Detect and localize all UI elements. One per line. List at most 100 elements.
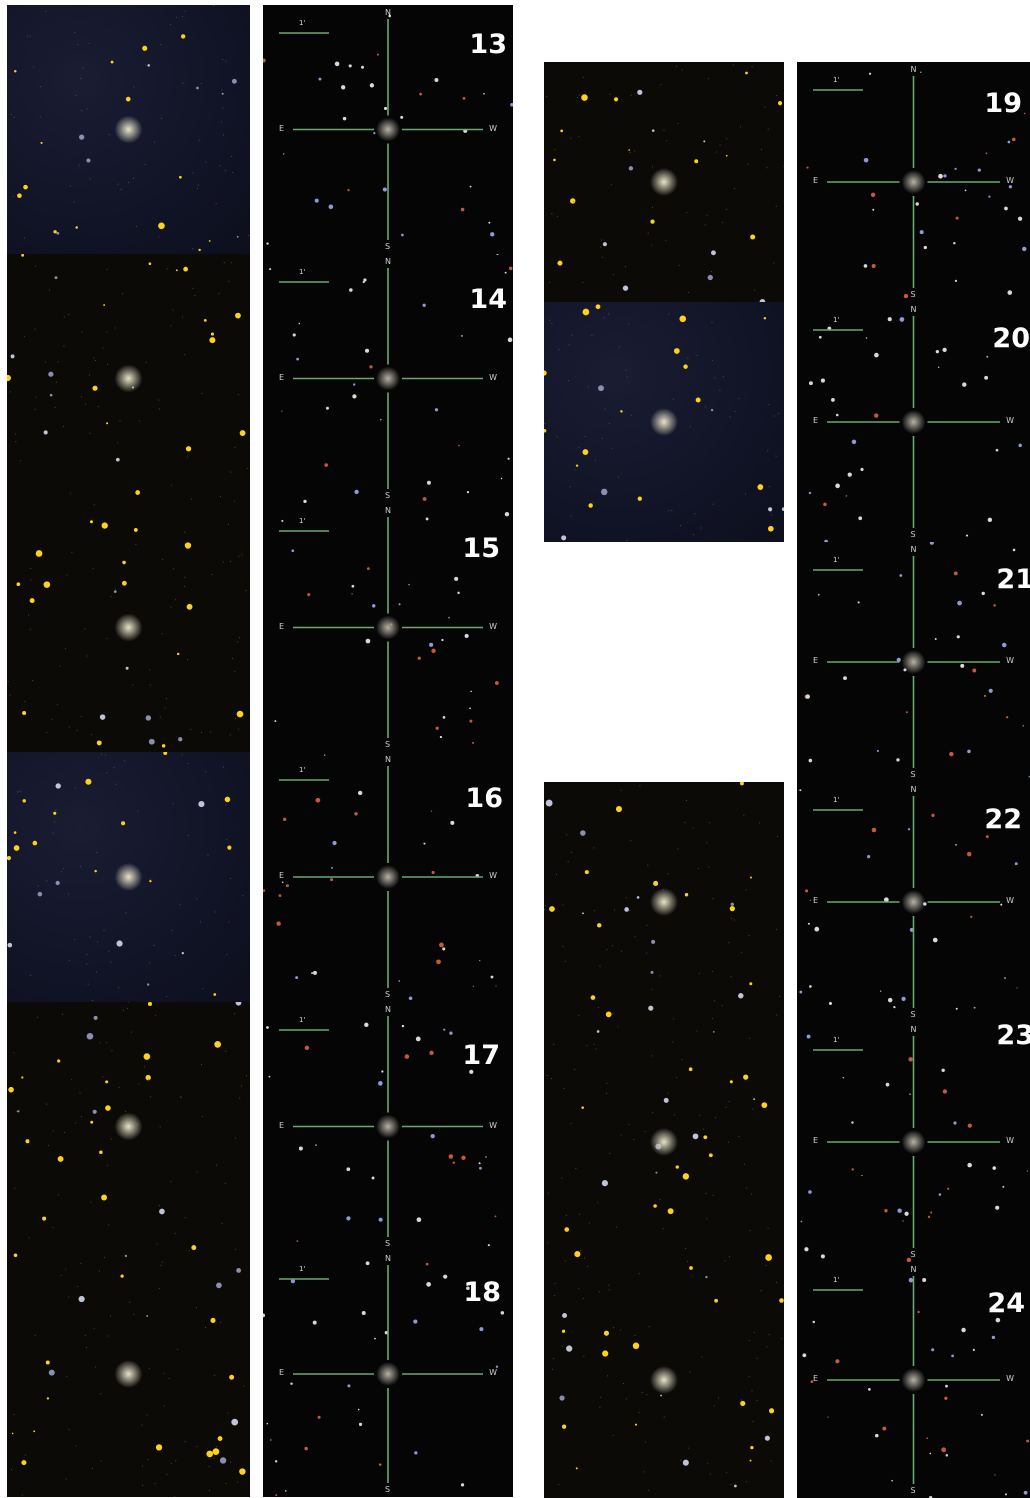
- star: [703, 1135, 708, 1140]
- star: [460, 207, 465, 212]
- noise-dot: [743, 814, 745, 816]
- noise-dot: [221, 89, 223, 91]
- noise-dot: [592, 502, 594, 504]
- star: [13, 831, 17, 834]
- noise-dot: [719, 144, 721, 146]
- star: [21, 254, 25, 257]
- noise-dot: [75, 1445, 77, 1447]
- noise-dot: [553, 1043, 555, 1045]
- noise-dot: [191, 498, 193, 500]
- star: [861, 1174, 863, 1177]
- star: [439, 942, 444, 948]
- star: [992, 1166, 997, 1170]
- noise-dot: [550, 1077, 552, 1079]
- noise-dot: [566, 834, 568, 836]
- noise-dot: [668, 313, 670, 315]
- star: [462, 97, 466, 100]
- noise-dot: [687, 1260, 689, 1262]
- star: [941, 1447, 947, 1453]
- noise-dot: [604, 408, 606, 410]
- noise-dot: [127, 1002, 129, 1003]
- compass-south: S: [910, 770, 916, 779]
- star: [557, 260, 563, 266]
- star: [378, 1217, 383, 1222]
- star: [13, 1253, 18, 1258]
- noise-dot: [230, 471, 232, 473]
- star: [779, 1298, 784, 1303]
- noise-dot: [618, 346, 620, 348]
- star: [414, 1451, 418, 1455]
- noise-dot: [86, 108, 88, 110]
- star: [346, 1216, 351, 1221]
- noise-dot: [226, 839, 228, 841]
- noise-dot: [599, 246, 601, 248]
- noise-dot: [56, 381, 58, 383]
- noise-dot: [97, 941, 99, 943]
- noise-dot: [59, 665, 61, 667]
- star: [79, 134, 85, 140]
- noise-dot: [141, 1465, 143, 1467]
- noise-dot: [230, 1461, 232, 1463]
- compass-west: W: [489, 123, 497, 133]
- noise-dot: [172, 803, 174, 805]
- star: [759, 298, 766, 302]
- star: [121, 580, 127, 586]
- star: [953, 571, 958, 576]
- star: [932, 937, 938, 943]
- galaxy-glow: [114, 364, 143, 393]
- star: [851, 1168, 854, 1171]
- noise-dot: [127, 1007, 129, 1009]
- star: [871, 263, 876, 269]
- star: [469, 1069, 474, 1074]
- noise-dot: [125, 912, 127, 914]
- finder-image-15: 15 N S E W 1': [263, 503, 513, 752]
- star: [185, 446, 192, 452]
- star: [85, 778, 92, 785]
- compass-east: E: [813, 416, 819, 425]
- noise-dot: [767, 450, 769, 452]
- noise-dot: [65, 1478, 67, 1480]
- noise-dot: [689, 426, 691, 428]
- noise-dot: [544, 423, 546, 425]
- star: [99, 1150, 103, 1154]
- star: [224, 796, 231, 803]
- compass-north: N: [910, 785, 917, 794]
- scale-label: 1': [833, 316, 840, 324]
- noise-dot: [766, 1346, 768, 1348]
- star: [281, 519, 284, 522]
- noise-dot: [154, 1483, 156, 1485]
- noise-dot: [570, 137, 572, 139]
- noise-dot: [220, 1321, 222, 1323]
- noise-dot: [746, 1481, 748, 1483]
- noise-dot: [28, 614, 30, 616]
- noise-dot: [630, 94, 632, 96]
- noise-dot: [775, 205, 777, 207]
- noise-dot: [34, 1334, 36, 1336]
- star: [466, 1286, 470, 1290]
- noise-dot: [13, 1414, 15, 1416]
- star: [725, 154, 728, 157]
- noise-dot: [173, 1495, 175, 1497]
- star: [872, 208, 875, 211]
- starfield: [266, 1016, 497, 1247]
- noise-dot: [771, 514, 773, 516]
- noise-dot: [673, 1114, 675, 1116]
- galaxy-glow: [376, 366, 400, 391]
- noise-dot: [85, 1347, 87, 1349]
- star: [400, 115, 404, 119]
- star: [426, 1282, 431, 1287]
- noise-dot: [187, 835, 189, 837]
- star: [863, 157, 869, 163]
- star: [483, 92, 485, 95]
- noise-dot: [546, 1242, 548, 1244]
- star: [331, 866, 333, 869]
- noise-dot: [60, 871, 62, 873]
- star: [955, 1007, 958, 1010]
- noise-dot: [10, 114, 12, 116]
- star: [827, 1416, 829, 1418]
- star: [7, 942, 13, 948]
- noise-dot: [34, 328, 36, 330]
- noise-dot: [80, 1116, 82, 1118]
- star: [824, 539, 828, 542]
- star: [954, 167, 957, 170]
